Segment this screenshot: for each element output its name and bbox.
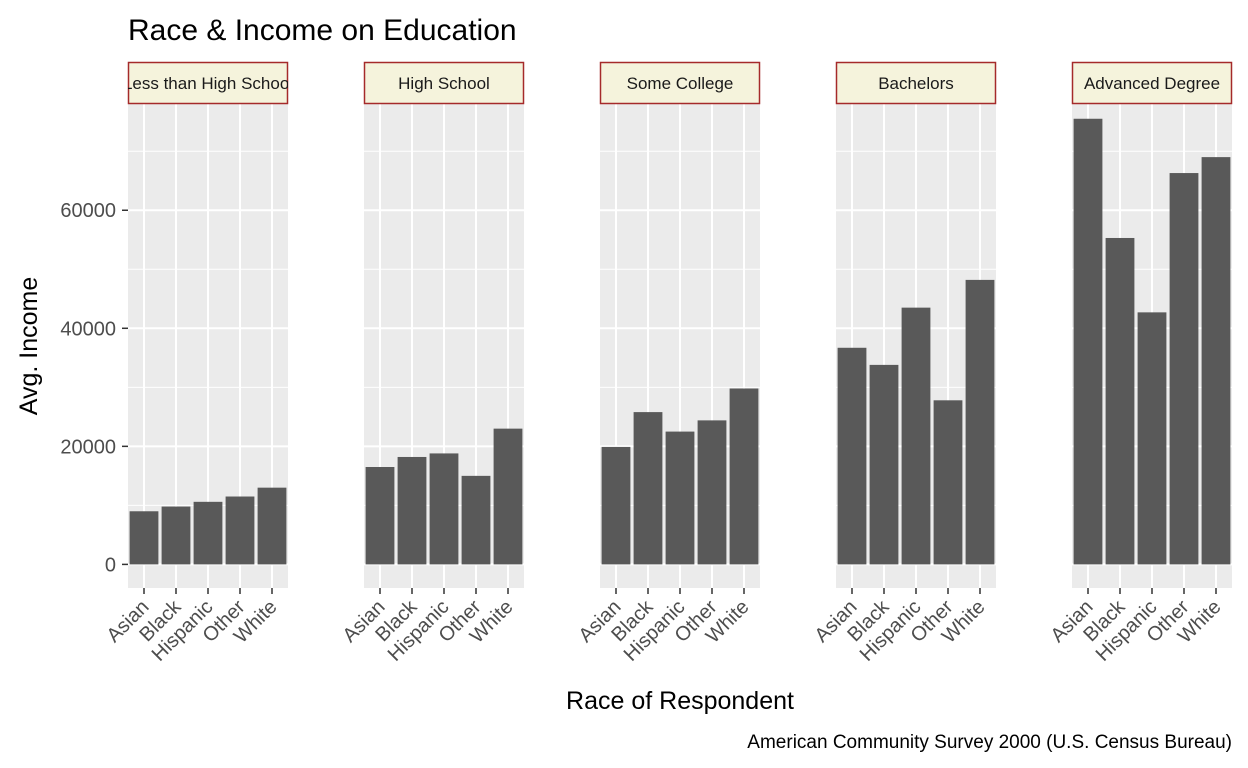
facet-strip — [1071, 61, 1233, 105]
bar — [129, 511, 159, 565]
bar — [965, 279, 995, 565]
bar — [665, 431, 695, 565]
y-tick-label: 40000 — [60, 318, 116, 340]
bar — [493, 428, 523, 565]
facet-strip-label: Less than High School — [123, 74, 293, 93]
facet-strip — [363, 61, 525, 105]
y-tick-label: 20000 — [60, 436, 116, 458]
bar — [193, 501, 223, 565]
bar — [461, 475, 491, 565]
bar — [365, 467, 395, 565]
bar — [601, 446, 631, 565]
facet-strip — [127, 61, 289, 105]
x-axis-title: Race of Respondent — [566, 687, 794, 715]
bar — [1201, 157, 1231, 565]
facet-panels: Less than High SchoolAsianBlackHispanicO… — [103, 61, 1233, 666]
facet-strip-label: Advanced Degree — [1084, 74, 1220, 93]
y-axis: 0 20000 40000 60000 — [60, 200, 128, 576]
chart-title: Race & Income on Education — [128, 14, 517, 47]
bar — [933, 400, 963, 565]
facet-panel: Less than High SchoolAsianBlackHispanicO… — [103, 61, 293, 666]
y-axis-title: Avg. Income — [15, 277, 43, 416]
chart-caption: American Community Survey 2000 (U.S. Cen… — [747, 732, 1232, 753]
bar — [869, 364, 899, 565]
bar — [225, 496, 255, 565]
bar — [397, 456, 427, 565]
facet-strip — [835, 61, 997, 105]
facet-strip-label: Bachelors — [878, 74, 954, 93]
bar — [161, 506, 191, 565]
bar — [901, 307, 931, 565]
bar — [633, 412, 663, 565]
bar — [837, 347, 867, 565]
facet-strip-label: Some College — [627, 74, 734, 93]
facet-strip-label: High School — [398, 74, 490, 93]
bar — [697, 420, 727, 565]
facet-panel: Advanced DegreeAsianBlackHispanicOtherWh… — [1047, 61, 1233, 666]
bar — [429, 453, 459, 565]
bar — [1073, 118, 1103, 565]
bar — [1137, 312, 1167, 565]
y-tick-label: 60000 — [60, 200, 116, 222]
bar — [729, 388, 759, 565]
bar — [257, 487, 287, 565]
facet-strip — [599, 61, 761, 105]
bar — [1105, 237, 1135, 565]
y-tick-label: 0 — [105, 554, 116, 576]
bar — [1169, 173, 1199, 565]
